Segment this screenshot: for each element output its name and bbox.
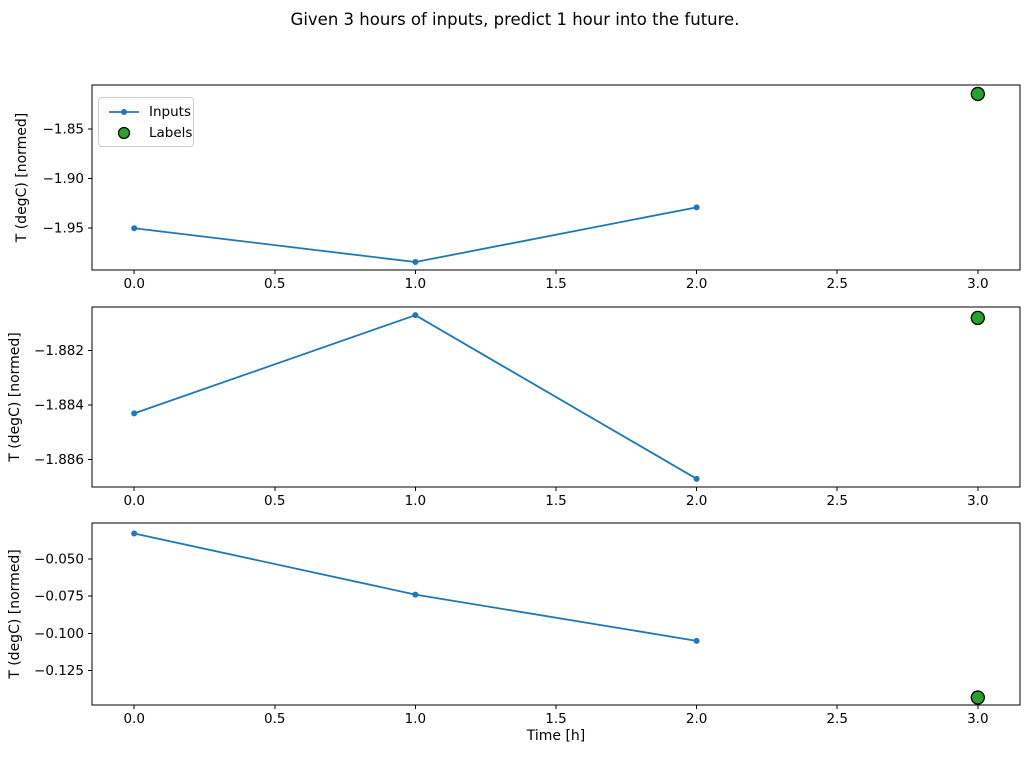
labels-data-point [970,86,985,102]
x-tick-label: 2.0 [686,711,707,727]
y-tick-label: −1.886 [34,452,84,468]
inputs-line [133,314,698,480]
legend-label-inputs: Inputs [149,103,191,120]
x-tick-label: 2.5 [826,493,847,509]
x-tick-label: 0.0 [123,276,144,292]
legend: Inputs Labels [98,97,194,147]
y-tick-label: −1.90 [43,171,84,187]
labels-marker-icon [117,126,131,139]
x-tick-label: 2.0 [686,493,707,509]
y-tick-label: −1.884 [34,398,84,414]
y-tick-label: −1.95 [43,221,84,237]
x-tick-label: 3.0 [967,711,988,727]
x-tick-label: 0.0 [123,493,144,509]
y-tick-label: −0.100 [34,626,84,642]
labels-marker-sample [117,126,131,139]
legend-label-labels: Labels [149,124,193,141]
x-tick-label: 0.0 [123,711,144,727]
y-tick-label: −1.882 [34,343,84,359]
inputs-line-icon [109,108,139,115]
inputs-data-point [131,410,138,417]
y-axis-label: T (degC) [normed] [14,113,30,244]
inputs-line [133,532,697,642]
x-tick-label: 0.5 [264,493,285,509]
labels-data-point [970,310,985,326]
x-tick-label: 3.0 [967,276,988,292]
inputs-data-point [412,312,419,319]
y-tick-label: −1.85 [43,121,84,137]
inputs-data-point [693,475,700,482]
axes-frame [91,84,1021,271]
legend-item-inputs: Inputs [99,101,193,122]
x-tick-label: 1.5 [545,276,566,292]
inputs-line [134,206,697,263]
x-tick-label: 2.0 [686,276,707,292]
labels-data-point [970,690,985,705]
inputs-data-point [693,204,700,211]
x-tick-label: 0.5 [264,711,285,727]
inputs-data-point [131,225,138,232]
x-tick-label: 0.5 [264,276,285,292]
figure-title: Given 3 hours of inputs, predict 1 hour … [290,10,740,29]
y-tick-label: −0.050 [34,551,84,567]
y-tick-label: −0.125 [34,663,84,679]
x-tick-label: 2.5 [826,711,847,727]
x-tick-label: 1.0 [405,276,426,292]
inputs-data-point [131,530,138,537]
x-tick-label: 1.5 [545,711,566,727]
x-tick-label: 1.0 [405,711,426,727]
inputs-data-point [412,259,419,266]
x-tick-label: 1.5 [545,493,566,509]
y-axis-label: T (degC) [normed] [7,549,23,680]
x-tick-label: 1.0 [405,493,426,509]
inputs-marker-sample [121,108,127,115]
y-axis-label: T (degC) [normed] [7,332,23,463]
x-tick-label: 2.5 [826,276,847,292]
axes-frame [91,522,1021,706]
inputs-data-point [693,637,700,644]
inputs-data-point [412,591,419,598]
x-tick-label: 3.0 [967,493,988,509]
y-tick-label: −0.075 [34,589,84,605]
x-axis-label: Time [h] [526,728,586,744]
legend-item-labels: Labels [99,122,193,143]
